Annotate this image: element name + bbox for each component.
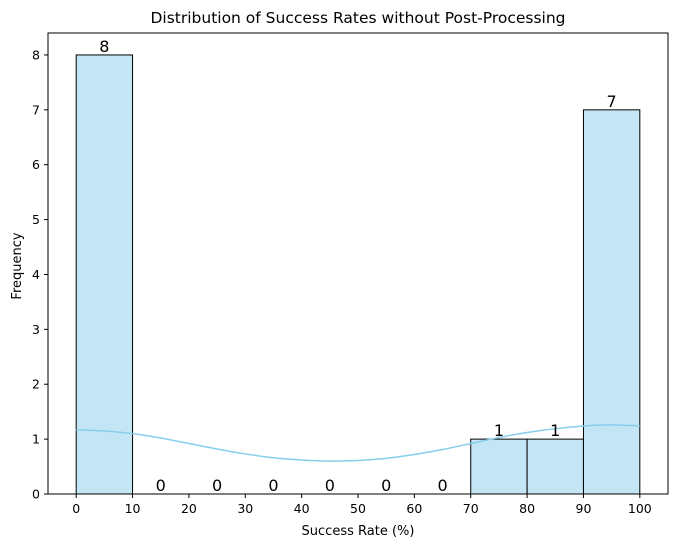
x-tick-label: 50	[350, 501, 366, 516]
histogram-bar	[582, 109, 641, 495]
y-tick-label: 0	[32, 487, 40, 502]
x-tick-label: 80	[519, 501, 535, 516]
kde-curve	[76, 424, 640, 462]
bar-value-label: 1	[494, 421, 504, 440]
x-axis: 0 10 20 30 40 50 60 70 80 90 100	[72, 494, 652, 516]
x-tick-label: 90	[576, 501, 592, 516]
bar-value-label: 0	[437, 476, 447, 495]
histogram-bar	[526, 438, 584, 495]
x-tick-label: 40	[294, 501, 310, 516]
y-tick-label: 7	[32, 102, 40, 117]
x-tick-label: 100	[628, 501, 652, 516]
bar-value-label: 0	[156, 476, 166, 495]
bar-value-label: 0	[212, 476, 222, 495]
y-tick-label: 4	[32, 267, 40, 282]
y-tick-label: 3	[32, 322, 40, 337]
x-tick-label: 0	[72, 501, 80, 516]
x-tick-label: 10	[125, 501, 141, 516]
bar-value-label: 1	[550, 421, 560, 440]
bar-value-label: 0	[268, 476, 278, 495]
y-tick-label: 6	[32, 157, 40, 172]
histogram-bar	[75, 54, 134, 495]
y-tick-label: 5	[32, 212, 40, 227]
x-axis-label: Success Rate (%)	[302, 524, 415, 539]
chart-title: Distribution of Success Rates without Po…	[150, 9, 565, 27]
y-tick-label: 1	[32, 432, 40, 447]
bar-value-label: 0	[381, 476, 391, 495]
histogram-bar	[470, 438, 528, 495]
bar-labels-layer: 8 0 0 0 0 0 0 1 1 7	[99, 37, 616, 495]
y-tick-label: 2	[32, 377, 40, 392]
bar-value-label: 8	[99, 37, 109, 56]
y-axis: 0 1 2 3 4 5 6 7 8	[32, 47, 48, 502]
plot-frame	[47, 32, 669, 495]
y-axis-label: Frequency	[10, 232, 25, 299]
x-tick-label: 70	[463, 501, 479, 516]
x-tick-label: 30	[237, 501, 253, 516]
x-tick-label: 60	[406, 501, 422, 516]
bar-value-label: 0	[325, 476, 335, 495]
bar-value-label: 7	[607, 92, 617, 111]
y-tick-label: 8	[32, 47, 40, 62]
x-tick-label: 20	[181, 501, 197, 516]
bars-layer	[75, 54, 641, 495]
